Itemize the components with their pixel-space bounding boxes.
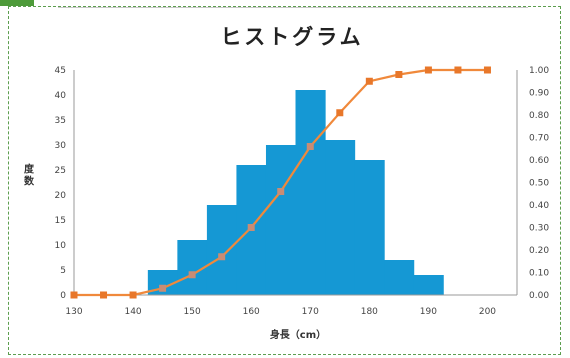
y-tick-label: 5 [60, 266, 66, 276]
histogram-bar [384, 260, 415, 295]
histogram-bar [295, 90, 326, 295]
y2-tick-label: 0.40 [529, 201, 549, 211]
y2-tick-label: 0.30 [529, 224, 549, 234]
x-tick-label: 190 [420, 307, 437, 317]
cumulative-marker [306, 143, 314, 150]
y-tick-label: 40 [55, 91, 67, 101]
y-axis-label: 度数 [24, 163, 35, 188]
x-tick-label: 200 [479, 307, 496, 317]
cumulative-marker [218, 253, 226, 261]
x-axis-label: 身長（cm） [270, 328, 326, 341]
cumulative-marker [129, 291, 137, 299]
cumulative-marker [188, 271, 196, 279]
x-tick-label: 130 [65, 307, 82, 317]
y-axis-label-char: 度 [24, 163, 35, 176]
y2-tick-label: 0.10 [529, 269, 549, 279]
histogram-bar [206, 205, 238, 295]
y-tick-label: 25 [55, 166, 66, 176]
ticks-layer: 130 140 150 160 170 180 190 200 0 5 10 15 20 25 30 35 40… [55, 66, 550, 317]
y-tick-label: 30 [55, 141, 67, 151]
cumulative-marker [424, 66, 432, 74]
chart-title: ヒストグラム [220, 25, 363, 49]
y2-tick-label: 0.20 [529, 246, 549, 256]
y-tick-label: 15 [55, 216, 66, 226]
cumulative-marker [336, 109, 344, 117]
cumulative-marker [159, 284, 167, 292]
histogram-bar [265, 145, 297, 295]
y2-tick-label: 1.00 [529, 66, 549, 76]
cumulative-marker [395, 71, 403, 78]
bars-layer [147, 90, 444, 295]
y2-tick-label: 0.70 [529, 134, 549, 144]
y-tick-label: 35 [55, 116, 66, 126]
histogram-bar [325, 140, 356, 295]
x-tick-label: 180 [361, 307, 378, 317]
x-tick-label: 150 [184, 307, 201, 317]
cumulative-marker [100, 291, 108, 299]
corner-tab [0, 0, 34, 6]
cumulative-marker [70, 291, 78, 299]
x-tick-label: 170 [302, 307, 319, 317]
cumulative-marker [483, 66, 491, 74]
y-tick-label: 10 [55, 241, 67, 251]
y2-tick-label: 0.90 [529, 89, 549, 99]
y-tick-label: 45 [55, 66, 66, 76]
x-tick-label: 140 [124, 307, 141, 317]
cumulative-marker [247, 224, 255, 231]
y-tick-label: 20 [55, 191, 67, 201]
cumulative-marker [365, 77, 373, 85]
y-axis-label-char: 数 [24, 175, 35, 188]
y2-tick-label: 0.80 [529, 111, 549, 121]
cumulative-line-layer [70, 66, 491, 299]
histogram-bar [413, 275, 444, 295]
y2-tick-label: 0.60 [529, 156, 549, 166]
axes-layer [73, 70, 518, 296]
y-tick-label: 0 [60, 291, 66, 301]
y2-tick-label: 0.00 [529, 291, 549, 301]
y2-tick-label: 0.50 [529, 179, 549, 189]
chart-frame [8, 6, 561, 355]
x-tick-label: 160 [243, 307, 260, 317]
top-rule [58, 7, 528, 8]
histogram-bar [354, 160, 385, 295]
cumulative-marker [277, 188, 285, 195]
cumulative-marker [454, 66, 462, 74]
